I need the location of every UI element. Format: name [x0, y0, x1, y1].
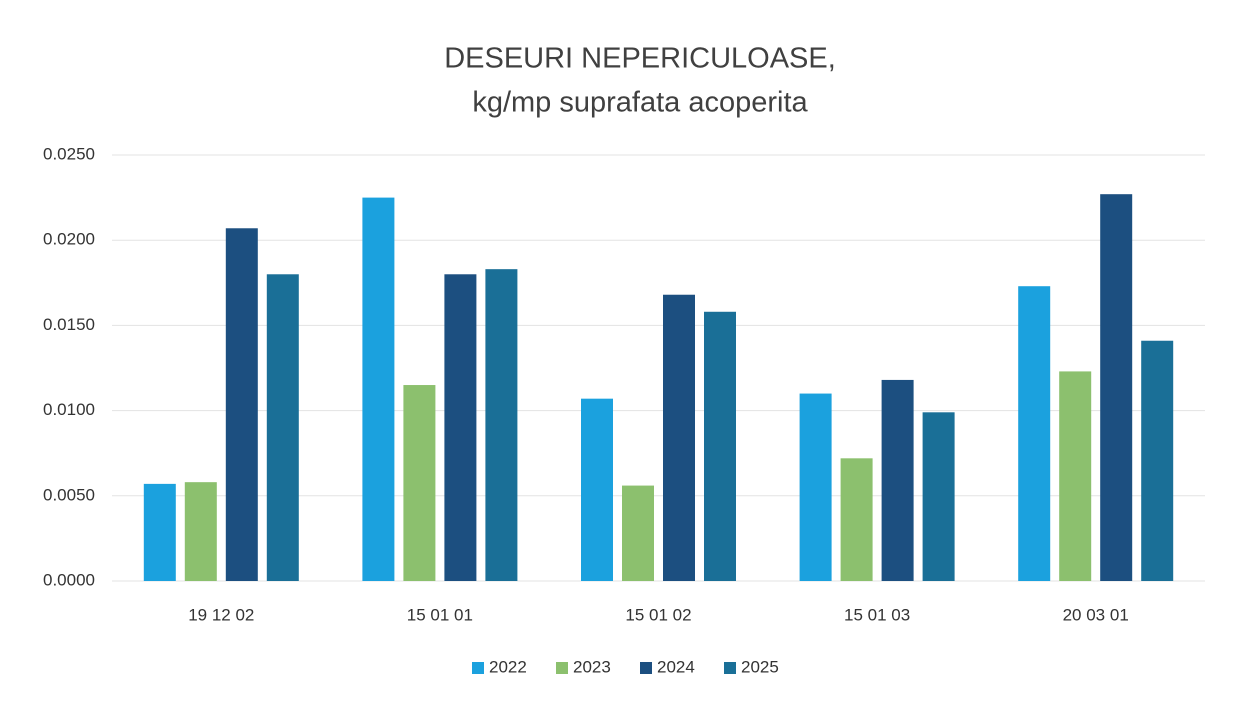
bar	[184, 482, 217, 581]
bar	[485, 269, 518, 581]
y-tick-label: 0.0150	[43, 315, 95, 334]
x-tick-label: 15 01 01	[407, 605, 473, 624]
x-tick-label: 20 03 01	[1063, 605, 1129, 624]
legend-label: 2023	[573, 657, 611, 676]
bar	[266, 274, 299, 581]
y-tick-label: 0.0200	[43, 230, 95, 249]
x-tick-label: 15 01 02	[625, 605, 691, 624]
y-tick-label: 0.0100	[43, 400, 95, 419]
x-tick-label: 19 12 02	[188, 605, 254, 624]
bar	[1018, 286, 1051, 581]
bar	[881, 379, 914, 581]
y-tick-label: 0.0000	[43, 570, 95, 589]
legend-swatch	[472, 662, 484, 674]
legend-label: 2025	[741, 657, 779, 676]
bar	[225, 228, 258, 581]
chart-title: kg/mp suprafata acoperita	[472, 87, 808, 119]
bar	[143, 483, 176, 581]
chart-title: DESEURI NEPERICULOASE,	[444, 43, 836, 75]
bar	[1100, 194, 1133, 581]
bar	[444, 274, 477, 581]
legend-swatch	[640, 662, 652, 674]
bar	[362, 197, 395, 581]
y-tick-label: 0.0250	[43, 144, 95, 163]
x-tick-label: 15 01 03	[844, 605, 910, 624]
bar	[622, 485, 654, 581]
legend-swatch	[724, 662, 736, 674]
bar	[840, 458, 873, 581]
bar	[922, 412, 955, 581]
bar	[704, 311, 736, 581]
legend-swatch	[556, 662, 568, 674]
legend-label: 2022	[489, 657, 527, 676]
bar	[403, 385, 436, 581]
bar	[663, 294, 695, 581]
bar	[799, 393, 832, 581]
legend-label: 2024	[657, 657, 695, 676]
bar	[581, 398, 613, 581]
bar	[1141, 340, 1174, 581]
bar	[1059, 371, 1092, 581]
y-tick-label: 0.0050	[43, 485, 95, 504]
